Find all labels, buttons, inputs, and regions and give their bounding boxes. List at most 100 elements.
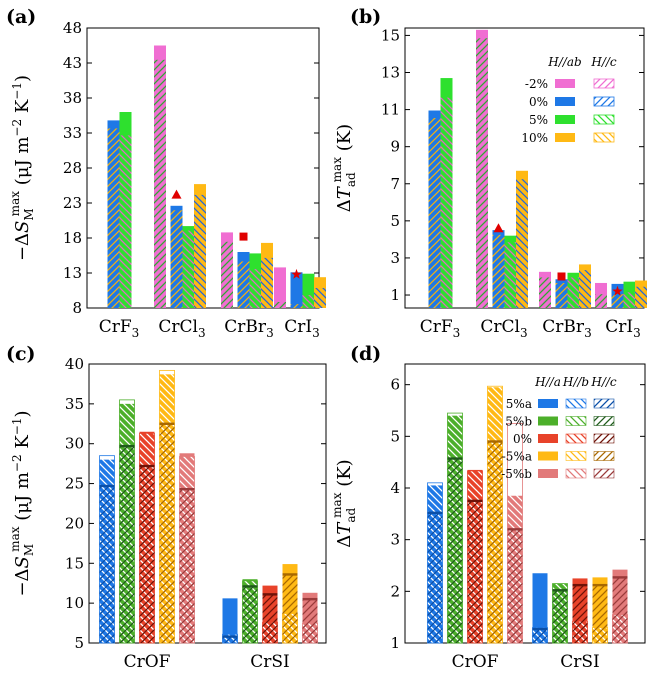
bar-hc xyxy=(447,458,463,643)
legend-label: 5%a xyxy=(506,397,532,411)
bar-hc-hatch xyxy=(274,301,286,308)
bar-hab xyxy=(567,272,580,277)
y-tick-label: 23 xyxy=(63,194,82,212)
bar-hc-cap xyxy=(516,177,528,180)
bar-hc-hatch xyxy=(611,293,624,308)
legend-swatch-hc xyxy=(593,398,615,409)
bar-hab xyxy=(274,267,286,301)
bar-hc xyxy=(242,586,258,643)
category-label: CrSI xyxy=(250,652,290,672)
bar-hc xyxy=(427,512,443,643)
y-tick-label: 2 xyxy=(390,582,400,600)
bar-hc-cap xyxy=(99,484,115,488)
legend-header: H//b xyxy=(562,375,589,389)
bar-hc xyxy=(592,585,608,643)
bar-hab xyxy=(154,45,166,59)
legend-swatch-ha xyxy=(538,416,558,426)
bar-hab xyxy=(314,277,326,287)
panel-a: (a) 8 13 18 23 28 33 38 43 48 −ΔSMmax (μJ m−2 K−1)… xyxy=(6,6,326,340)
bar-hab xyxy=(595,282,607,294)
bar-hab xyxy=(107,120,120,128)
y-axis-label: −ΔSMmax (μJ m−2 K−1) xyxy=(8,75,36,261)
legend-swatch-hab xyxy=(555,97,575,106)
y-axis-label: ΔTadmax (K) xyxy=(330,124,358,212)
category-label: CrCl3 xyxy=(480,317,527,340)
bar-hab xyxy=(194,184,206,194)
bar-hc-cap xyxy=(179,487,195,491)
category-label: CrI3 xyxy=(284,317,320,340)
bar-hab xyxy=(170,205,183,210)
y-tick-label: 7 xyxy=(390,175,400,193)
legend-label: 5%b xyxy=(505,415,532,429)
legend-swatch-hb xyxy=(565,433,587,444)
bar-hab xyxy=(539,271,551,277)
legend-label: -5%a xyxy=(502,450,532,464)
category-label: CrF3 xyxy=(99,317,140,340)
bar-hc-cap xyxy=(579,268,591,271)
legend-label: 5% xyxy=(529,113,548,127)
y-tick-label: 1 xyxy=(390,634,400,652)
bar-hc-hatch xyxy=(182,229,195,308)
legend-swatch-hc xyxy=(593,433,615,444)
square-marker xyxy=(557,272,566,281)
legend-swatch-hb xyxy=(565,416,587,426)
legend-swatch-ha xyxy=(538,399,558,408)
bar-hc-hatch xyxy=(119,134,132,308)
bar-hc-cap xyxy=(623,290,636,293)
y-tick-label: 4 xyxy=(390,479,400,497)
y-tick-label: 18 xyxy=(63,229,82,247)
y-tick-label: 8 xyxy=(72,299,82,317)
legend-swatch-hb xyxy=(565,468,587,479)
category-label: CrSI xyxy=(560,652,600,672)
bar-hc-hatch xyxy=(504,241,517,308)
bar-hc-cap xyxy=(447,457,463,460)
bar-hc-hatch xyxy=(579,269,591,308)
y-tick-label: 13 xyxy=(63,264,82,282)
bar-hc-cap xyxy=(221,239,233,242)
bar-hc xyxy=(99,485,115,643)
bar-hab xyxy=(555,279,568,283)
legend-header: H//c xyxy=(590,375,617,389)
legend-label: 10% xyxy=(521,131,548,145)
bar-hab xyxy=(579,264,591,270)
square-marker xyxy=(239,232,248,241)
bar-hab xyxy=(261,242,273,257)
bar-hc-hatch xyxy=(516,178,528,308)
y-tick-label: 48 xyxy=(63,19,82,37)
star-marker xyxy=(291,268,302,279)
bar-hc-cap xyxy=(302,293,315,295)
bar-hab xyxy=(476,29,488,38)
bar-hc-hatch xyxy=(221,240,233,308)
bar-hc-cap xyxy=(194,192,206,195)
bar-hc-cap xyxy=(139,464,155,468)
bar-hc xyxy=(262,594,278,643)
bar-hc-hatch xyxy=(290,303,303,308)
legend-swatch-hb xyxy=(565,451,587,461)
bar-hc-cap xyxy=(119,133,132,136)
bar-hc-hatch xyxy=(107,127,120,309)
y-tick-label: 6 xyxy=(390,376,400,394)
y-tick-label: 40 xyxy=(65,355,84,373)
y-tick-label: 38 xyxy=(63,89,82,107)
bar-hc-hatch xyxy=(302,294,315,308)
panel-d: (d) 1 2 3 4 5 6 ΔTadmax (K) CrOF CrSI H//a H//b H//c… xyxy=(330,343,646,672)
bar-hc-cap xyxy=(595,292,607,295)
bar-hc-hatch xyxy=(440,96,453,308)
bar-hc-cap xyxy=(249,267,262,270)
legend-label: -5%b xyxy=(501,467,532,481)
legend-swatch-ha xyxy=(538,469,558,478)
legend-swatch-hc xyxy=(593,416,615,426)
panel-label: (a) xyxy=(6,6,36,28)
bar-hc-cap xyxy=(290,302,303,305)
bar-hc-hatch xyxy=(635,285,647,308)
panel-c: (c) 5 10 15 20 25 30 35 40 −ΔSMmax (μJ m−2 K−1) Cr… xyxy=(6,343,327,672)
y-tick-label: 5 xyxy=(390,212,400,230)
y-tick-label: 25 xyxy=(65,475,84,493)
legend-header: H//a xyxy=(534,375,561,389)
y-tick-label: 11 xyxy=(381,101,400,119)
legend-swatch-hab xyxy=(555,115,575,124)
bar-hc-hatch xyxy=(476,37,488,309)
bar-hc-cap xyxy=(242,585,258,588)
bar-hc-cap xyxy=(314,286,326,288)
legend-label: 0% xyxy=(513,432,532,446)
